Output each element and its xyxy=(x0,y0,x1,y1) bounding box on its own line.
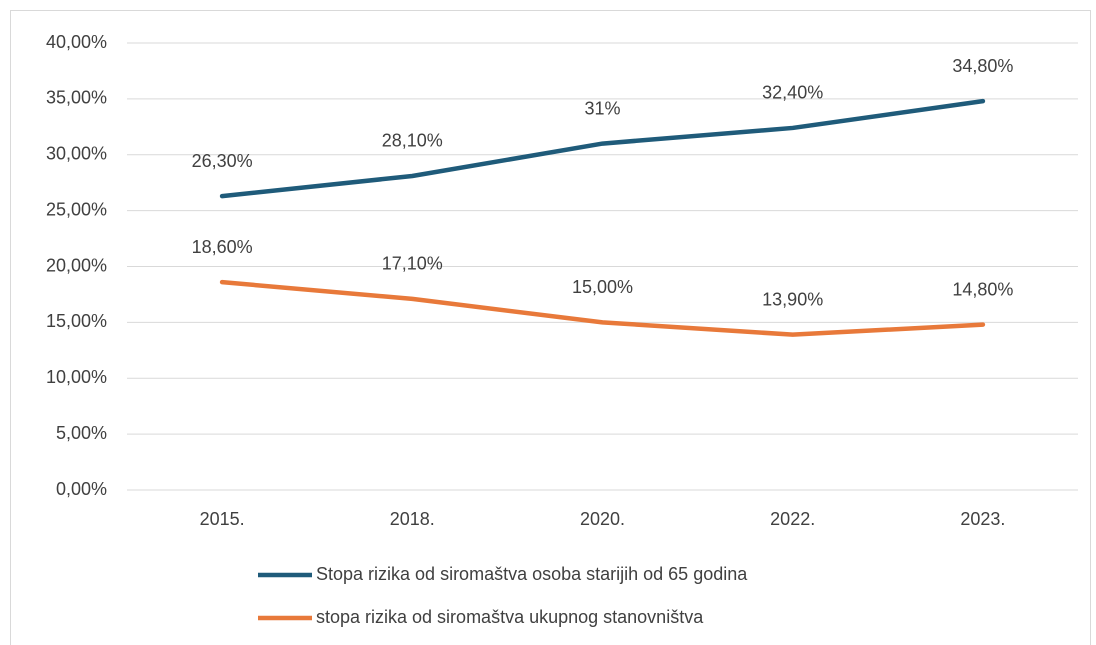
x-tick-label: 2018. xyxy=(390,509,435,529)
legend-label: stopa rizika od siromaštva ukupnog stano… xyxy=(316,607,704,627)
y-tick-label: 30,00% xyxy=(46,144,107,164)
x-tick-label: 2020. xyxy=(580,509,625,529)
data-label: 28,10% xyxy=(382,131,443,151)
legend-label: Stopa rizika od siromaštva osoba stariji… xyxy=(316,564,748,584)
data-label: 31% xyxy=(584,98,620,118)
series-line xyxy=(219,279,986,337)
data-label: 17,10% xyxy=(382,254,443,274)
y-tick-label: 20,00% xyxy=(46,255,107,275)
y-tick-label: 25,00% xyxy=(46,199,107,219)
y-tick-label: 5,00% xyxy=(56,423,107,443)
data-label: 14,80% xyxy=(952,279,1013,299)
series-line xyxy=(219,98,986,199)
x-tick-label: 2015. xyxy=(200,509,245,529)
data-label: 32,40% xyxy=(762,83,823,103)
data-label: 26,30% xyxy=(192,151,253,171)
data-label: 13,90% xyxy=(762,289,823,309)
y-tick-label: 35,00% xyxy=(46,88,107,108)
y-tick-label: 40,00% xyxy=(46,32,107,52)
data-label: 34,80% xyxy=(952,56,1013,76)
data-label: 15,00% xyxy=(572,277,633,297)
y-tick-label: 15,00% xyxy=(46,311,107,331)
chart-frame xyxy=(10,10,1091,645)
y-tick-label: 0,00% xyxy=(56,479,107,499)
y-tick-label: 10,00% xyxy=(46,367,107,387)
x-tick-label: 2022. xyxy=(770,509,815,529)
data-label: 18,60% xyxy=(192,237,253,257)
x-tick-label: 2023. xyxy=(960,509,1005,529)
